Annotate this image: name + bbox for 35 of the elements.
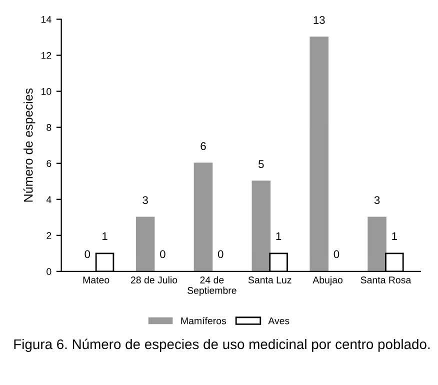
- x-tick-label: Mateo: [83, 276, 110, 284]
- data-label: 1: [102, 232, 108, 240]
- x-tick-label: 24 de Septiembre: [188, 276, 236, 296]
- bar: [136, 216, 155, 272]
- data-label: 0: [218, 250, 224, 258]
- y-tick-label: 10: [42, 88, 52, 95]
- y-tick-label: 4: [46, 196, 52, 203]
- bar: [310, 36, 328, 272]
- data-label: 3: [142, 196, 148, 204]
- data-label: 0: [84, 250, 90, 258]
- data-label: 0: [334, 250, 340, 258]
- data-label: 13: [314, 16, 325, 24]
- x-tick-label: Santa Luz: [248, 276, 292, 284]
- y-tick-label: 12: [42, 52, 52, 59]
- x-tick-label: Abujao: [312, 276, 343, 286]
- data-label: 5: [258, 160, 264, 168]
- y-tick-label: 14: [42, 16, 52, 23]
- data-label: 6: [200, 142, 206, 150]
- data-label: 0: [160, 250, 166, 258]
- y-tick-label: 2: [46, 232, 52, 239]
- y-tick-label: 6: [46, 160, 52, 167]
- bar: [368, 216, 386, 272]
- legend-label: Mamíferos: [181, 317, 226, 324]
- bar: [194, 162, 213, 272]
- x-tick-label: 28 de Julio: [130, 276, 178, 284]
- legend-label: Aves: [268, 317, 290, 324]
- y-tick-label: 8: [46, 124, 52, 131]
- bar: [252, 180, 271, 272]
- text: Figura 6. Número de especies de uso medicinal por centro poblado.: [14, 338, 430, 352]
- x-tick-label: Santa Rosa: [360, 276, 412, 284]
- y-tick-label: 0: [46, 268, 52, 276]
- data-label: 1: [276, 232, 282, 240]
- data-label: 1: [392, 232, 397, 240]
- data-label: 3: [374, 196, 380, 204]
- y-axis-title: Número de especies: [23, 88, 36, 202]
